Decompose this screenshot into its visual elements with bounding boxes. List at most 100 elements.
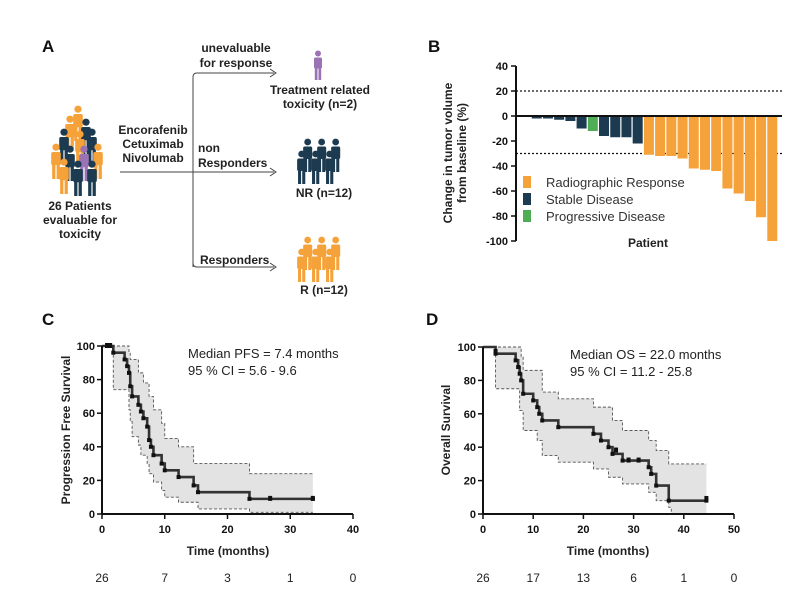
event-marker [111, 350, 116, 355]
bar [643, 116, 654, 155]
panel-d-os: D Overall Survival Time (months) 0204060… [426, 310, 740, 585]
event-marker [537, 411, 542, 416]
xtick-label: 0 [480, 524, 486, 536]
ytick-label: 0 [89, 509, 95, 521]
at-risk-count: 17 [527, 571, 541, 585]
event-marker [606, 445, 611, 450]
xtick-label: 50 [728, 524, 740, 536]
bar [688, 116, 699, 169]
median-annotation: Median OS = 22.0 months [570, 347, 722, 362]
ci-lower-line [102, 345, 313, 513]
bar [531, 116, 542, 119]
censor-marker [310, 495, 315, 501]
out-top-2: toxicity (n=2) [283, 97, 357, 111]
event-marker [516, 365, 521, 370]
bar [711, 116, 722, 171]
event-marker [125, 364, 130, 369]
xtick-label: 30 [627, 524, 639, 536]
bar [576, 116, 587, 129]
bar [621, 116, 632, 138]
event-marker [610, 451, 615, 456]
at-risk-count: 1 [287, 571, 294, 585]
event-marker [598, 438, 603, 443]
event-marker [191, 483, 196, 488]
ytick-label: 100 [77, 341, 95, 353]
branch-top-2: for response [200, 56, 273, 70]
b-ytick-label: 20 [496, 86, 508, 98]
xtick-label: 10 [159, 524, 171, 536]
censor-marker [636, 457, 641, 463]
bar [767, 116, 778, 241]
at-risk-count: 3 [224, 571, 231, 585]
censor-marker [704, 495, 709, 501]
xtick-label: 40 [347, 524, 359, 536]
bar [565, 116, 576, 121]
panel-label-a: A [42, 37, 54, 56]
event-marker [556, 425, 561, 430]
b-ytick-label: 40 [496, 61, 508, 73]
event-marker [159, 461, 164, 466]
event-marker [147, 438, 152, 443]
b-ylabel-1: Change in tumor volume [441, 82, 455, 223]
panel-c-pfs: C Progression Free Survival Time (months… [42, 310, 359, 585]
xtick-label: 30 [284, 524, 296, 536]
event-marker [519, 378, 524, 383]
ytick-label: 0 [470, 509, 476, 521]
censor-marker [105, 343, 110, 348]
at-risk-count: 26 [476, 571, 490, 585]
at-risk-count: 1 [680, 571, 687, 585]
event-marker [138, 409, 143, 414]
at-risk-count: 0 [350, 571, 357, 585]
bar [699, 116, 710, 170]
out-top-1: Treatment related [270, 83, 370, 97]
legend-swatch [523, 176, 531, 188]
censor-marker [268, 495, 273, 501]
event-marker [649, 471, 654, 476]
event-marker [130, 394, 135, 399]
bar [599, 116, 610, 136]
event-marker [666, 498, 671, 503]
event-marker [128, 384, 133, 389]
event-marker [540, 418, 545, 423]
ytick-label: 40 [464, 442, 476, 454]
ci-band [102, 346, 313, 513]
left-text-1: 26 Patients [48, 199, 112, 213]
event-marker [654, 483, 659, 488]
event-marker [196, 490, 201, 495]
treatment-3: Nivolumab [122, 151, 183, 165]
branch-mid-1: non [198, 141, 220, 155]
d-xlabel: Time (months) [567, 544, 649, 558]
out-mid: NR (n=12) [296, 186, 352, 200]
event-marker [646, 465, 651, 470]
responders-icon [297, 236, 341, 282]
branch-top-1: unevaluable [201, 41, 271, 55]
event-marker [247, 496, 252, 501]
people-group-icon [51, 105, 103, 196]
ytick-label: 100 [458, 342, 476, 354]
at-risk-count: 7 [161, 571, 168, 585]
at-risk-count: 6 [630, 571, 637, 585]
c-ylabel: Progression Free Survival [59, 356, 73, 505]
event-marker [513, 358, 518, 363]
bar [655, 116, 666, 156]
flow-arrows [120, 68, 277, 272]
b-ytick-label: -20 [492, 136, 508, 148]
at-risk-count: 13 [577, 571, 591, 585]
bar [756, 116, 767, 218]
ytick-label: 80 [464, 375, 476, 387]
ytick-label: 60 [83, 408, 95, 420]
ytick-label: 60 [464, 409, 476, 421]
treatment-2: Cetuximab [122, 137, 183, 151]
xtick-label: 20 [221, 524, 233, 536]
left-text-2: evaluable for [43, 213, 117, 227]
xtick-label: 10 [527, 524, 539, 536]
panel-label-b: B [428, 37, 440, 56]
legend-label: Stable Disease [546, 192, 633, 207]
median-annotation: 95 % CI = 5.6 - 9.6 [188, 363, 297, 378]
ci-lower-line [483, 346, 707, 515]
event-marker [531, 398, 536, 403]
panel-label-c: C [42, 310, 54, 329]
censor-marker [493, 349, 498, 355]
bar [542, 116, 553, 119]
bar [610, 116, 621, 138]
